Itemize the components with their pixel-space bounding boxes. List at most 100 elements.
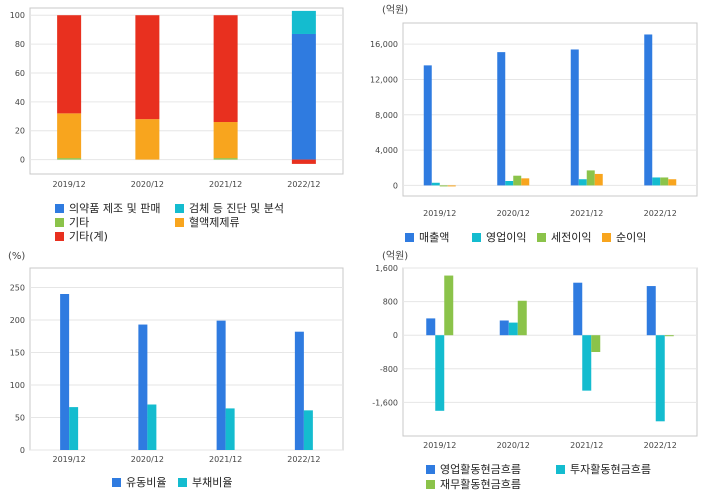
x-tick-label: 2022/12 (287, 455, 320, 464)
ratio-legend: 유동비율 부채비율 (0, 470, 350, 494)
legend-swatch (55, 203, 64, 213)
legend-label: 영업이익 (486, 231, 527, 244)
bar (591, 335, 601, 352)
ratio-chart: 0 50 100 150 200 250 (%) 2019/12 2020/12 2021/12 2… (8, 251, 344, 464)
chart-panel-income: 0 4,000 8,000 12,000 16,000 (억원) 2019/12 2020/1… (360, 0, 720, 248)
bar (216, 320, 226, 450)
legend-item: 유동비율 (112, 474, 166, 490)
y-tick-label: -800 (380, 365, 398, 374)
plot-frame (29, 7, 344, 175)
unit-label: (억원) (382, 250, 408, 262)
y-tick-label: 200 (10, 316, 25, 325)
y-tick-label: 100 (10, 11, 25, 20)
x-tick-label: 2021/12 (570, 209, 603, 218)
legend-swatch (537, 232, 546, 242)
x-tick-label: 2022/12 (644, 441, 677, 450)
bar (655, 335, 665, 422)
bar (147, 404, 157, 450)
bar (499, 320, 509, 336)
bar (664, 335, 674, 337)
bar (60, 294, 70, 450)
bar (435, 335, 445, 411)
x-tick-label: 2019/12 (423, 441, 456, 450)
chart-panel-composition: 0 20 40 60 80 100 2019/12 2020/12 2021/12 2022/12… (0, 0, 350, 248)
unit-label: (억원) (382, 4, 408, 16)
bar (573, 282, 583, 336)
unit-label: (%) (8, 251, 25, 262)
bar (439, 185, 448, 187)
legend-label: 기타(계) (69, 230, 108, 243)
bar-segment (57, 158, 82, 160)
plot-frame (402, 22, 698, 197)
bar-segment (57, 15, 82, 114)
y-tick-label: 16,000 (370, 40, 398, 49)
y-tick-label: 800 (383, 298, 398, 307)
legend-item: 의약품 제조 및 판매 (55, 200, 160, 216)
legend-label: 유동비율 (126, 476, 167, 489)
y-tick-label: 100 (10, 381, 25, 390)
legend-label: 세전이익 (551, 231, 592, 244)
legend-swatch (602, 232, 611, 242)
bar-segment (135, 15, 160, 120)
bar (225, 408, 235, 450)
bar-segment (291, 33, 316, 160)
bar-segment (135, 119, 160, 160)
legend-item: 매출액 (405, 229, 449, 245)
y-tick-label: 0 (393, 331, 398, 340)
legend-label: 투자활동현금흐름 (570, 463, 651, 476)
x-tick-label: 2020/12 (131, 455, 164, 464)
x-tick-label: 2021/12 (570, 441, 603, 450)
plot-frame (29, 267, 344, 451)
legend-label: 매출액 (419, 231, 450, 244)
y-tick-label: 50 (15, 414, 25, 423)
bar (444, 275, 454, 336)
legend-swatch (178, 477, 187, 487)
cashflow-chart: -1,600 -800 0 800 1,600 (억원) 2019/12 2020/12 202… (372, 250, 698, 450)
y-tick-label: 40 (15, 98, 25, 107)
legend-label: 혈액제제류 (189, 216, 240, 229)
composition-chart: 0 20 40 60 80 100 2019/12 2020/12 2021/12 2022/12 (10, 7, 344, 189)
legend-swatch (175, 217, 184, 227)
legend-item: 부채비율 (178, 474, 232, 490)
y-tick-label: 0 (393, 181, 398, 190)
legend-label: 의약품 제조 및 판매 (69, 202, 161, 215)
y-tick-label: 80 (15, 40, 25, 49)
bar (646, 286, 656, 336)
legend-swatch (405, 232, 414, 242)
y-tick-label: 150 (10, 349, 25, 358)
x-tick-label: 2020/12 (497, 209, 530, 218)
legend-item: 순이익 (602, 229, 646, 245)
x-tick-label: 2021/12 (209, 180, 242, 189)
bar (505, 180, 514, 186)
legend-item: 검체 등 진단 및 분석 (175, 200, 284, 216)
legend-item: 영업활동현금흐름 (426, 461, 521, 477)
bar (582, 335, 592, 391)
legend-item: 재무활동현금흐름 (426, 476, 521, 492)
x-tick-label: 2019/12 (53, 455, 86, 464)
y-tick-label: 250 (10, 284, 25, 293)
bar (426, 318, 436, 336)
bar (447, 185, 456, 187)
bar (594, 173, 603, 186)
x-tick-label: 2022/12 (644, 209, 677, 218)
legend-swatch (175, 203, 184, 213)
bar (517, 300, 527, 336)
legend-item: 혈액제제류 (175, 214, 240, 230)
bar (660, 177, 669, 186)
legend-swatch (472, 232, 481, 242)
bar (668, 179, 677, 186)
bar (586, 170, 595, 186)
income-chart: 0 4,000 8,000 12,000 16,000 (억원) 2019/12 2020/1… (370, 4, 698, 218)
bar (521, 178, 530, 186)
bar-segment (291, 10, 316, 34)
bar (138, 324, 148, 450)
legend-swatch (426, 479, 435, 489)
legend-item: 기타(계) (55, 228, 108, 244)
y-tick-label: 4,000 (375, 146, 398, 155)
y-tick-label: 60 (15, 69, 25, 78)
legend-item: 세전이익 (537, 229, 591, 245)
bar-segment (213, 158, 238, 160)
bar (652, 177, 661, 186)
legend-item: 영업이익 (472, 229, 526, 245)
bar (303, 410, 313, 450)
